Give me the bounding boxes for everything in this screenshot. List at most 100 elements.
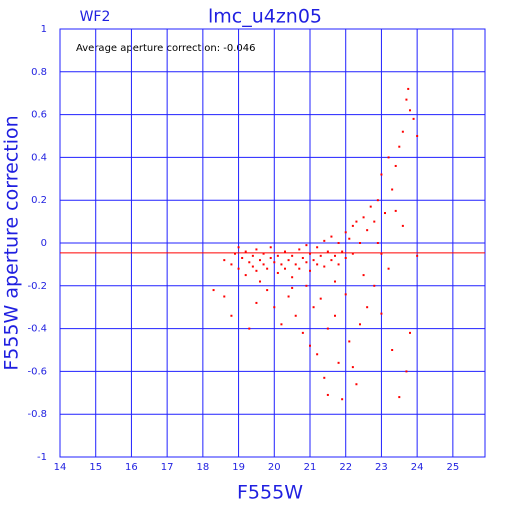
data-point [273, 306, 276, 309]
data-point [359, 323, 361, 326]
data-point [248, 327, 251, 330]
data-point [305, 261, 308, 264]
y-tick-label: -0.8 [27, 409, 47, 420]
data-point [291, 276, 294, 279]
data-point [348, 340, 351, 343]
data-point [291, 254, 294, 257]
data-point [316, 353, 319, 356]
data-point [241, 256, 244, 259]
data-point [384, 212, 386, 215]
data-point [412, 117, 415, 120]
y-tick-label: -0.4 [27, 324, 47, 335]
x-tick-label: 18 [196, 462, 209, 473]
data-point [337, 263, 340, 266]
annotation: Average aperture correction: -0.046 [76, 43, 256, 54]
data-point [223, 259, 226, 262]
data-point [312, 306, 315, 309]
data-point [255, 301, 258, 304]
data-point [287, 295, 290, 298]
data-point [323, 265, 326, 268]
y-tick-label: 0.2 [31, 195, 47, 206]
data-point [401, 130, 404, 133]
data-point [255, 269, 258, 272]
data-point [359, 242, 361, 244]
x-tick-label: 23 [375, 462, 388, 473]
data-point [316, 246, 319, 249]
data-point [309, 269, 311, 272]
data-point [259, 280, 261, 283]
data-point [298, 267, 301, 270]
data-point [262, 252, 265, 255]
data-point [376, 199, 379, 202]
data-point [337, 361, 340, 364]
data-point [394, 164, 397, 167]
data-point [298, 248, 301, 251]
data-point [394, 209, 397, 212]
data-point [269, 246, 272, 249]
x-tick-label: 20 [268, 462, 281, 473]
data-point [223, 295, 226, 298]
data-point [259, 259, 261, 262]
data-point [348, 237, 351, 240]
data-point [376, 242, 379, 244]
data-point [351, 366, 354, 369]
data-point [280, 263, 283, 266]
x-tick-label: 16 [125, 462, 138, 473]
data-point [305, 284, 308, 287]
data-point [380, 173, 383, 176]
data-point [326, 250, 329, 253]
data-point [387, 156, 390, 159]
data-point [237, 246, 240, 249]
y-tick-label: 0.6 [31, 110, 47, 121]
data-point [334, 254, 336, 257]
data-point [366, 306, 369, 309]
x-tick-label: 21 [304, 462, 317, 473]
y-tick-label: 0.4 [31, 152, 47, 163]
data-point [284, 250, 286, 253]
data-point [287, 259, 290, 262]
data-point [273, 261, 276, 264]
data-point [380, 312, 383, 315]
x-tick-label: 15 [89, 462, 102, 473]
data-point [344, 256, 347, 259]
data-point [391, 349, 394, 351]
data-point [266, 267, 269, 270]
data-point [398, 145, 401, 148]
plot-frame [59, 28, 486, 458]
data-point [284, 267, 286, 270]
data-point [323, 239, 326, 242]
data-point [294, 263, 297, 266]
y-tick-label: -1 [37, 452, 47, 463]
x-axis-label: F555W [237, 482, 303, 504]
data-point [362, 216, 365, 219]
data-point [234, 252, 236, 255]
data-point [330, 235, 333, 238]
data-point [323, 376, 326, 379]
x-tick-label: 19 [232, 462, 245, 473]
data-point [387, 267, 390, 270]
y-tick-label: 0.8 [31, 67, 47, 78]
data-point [405, 370, 408, 373]
data-point [416, 254, 419, 257]
data-point [391, 188, 394, 191]
data-point [373, 284, 376, 287]
data-point [341, 398, 344, 401]
data-point [326, 327, 329, 330]
y-tick-label: -0.2 [27, 281, 47, 292]
data-point [251, 265, 254, 268]
x-tick-label: 25 [446, 462, 459, 473]
data-point [212, 289, 215, 292]
data-point [262, 263, 265, 266]
data-point [309, 252, 311, 255]
data-point [230, 263, 233, 266]
y-tick-label: 1 [41, 24, 47, 35]
data-point [337, 242, 340, 244]
data-point [344, 293, 347, 296]
data-point [401, 224, 404, 227]
x-tick-label: 17 [161, 462, 174, 473]
data-point [244, 250, 247, 253]
data-point [351, 252, 354, 255]
data-point [244, 274, 247, 277]
data-point [305, 244, 308, 247]
